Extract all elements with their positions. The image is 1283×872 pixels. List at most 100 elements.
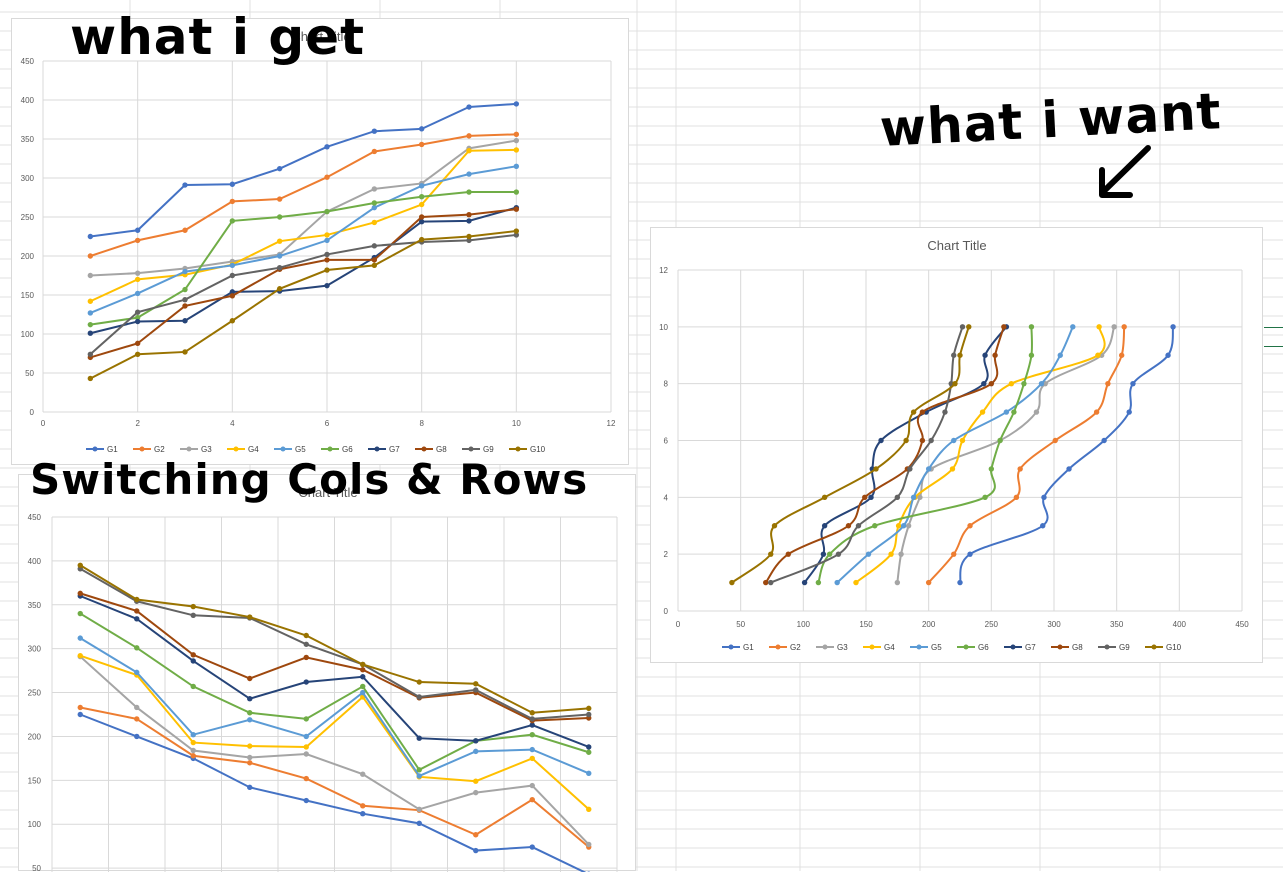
data-point xyxy=(473,848,478,853)
y-tick-label: 400 xyxy=(21,96,35,105)
data-point-G1 xyxy=(277,166,282,171)
data-point-G3 xyxy=(1034,409,1039,414)
data-point xyxy=(586,706,591,711)
data-point-G1 xyxy=(466,104,471,109)
data-point-G8 xyxy=(989,381,994,386)
data-point-G10 xyxy=(514,228,519,233)
data-point-G9 xyxy=(951,353,956,358)
annotation-what-i-get: what i get xyxy=(70,8,365,66)
data-point-G1 xyxy=(1066,466,1071,471)
data-point-G9 xyxy=(928,438,933,443)
legend-label: G6 xyxy=(978,643,989,652)
data-point xyxy=(304,776,309,781)
data-point-G1 xyxy=(1040,523,1045,528)
x-tick-label: 0 xyxy=(41,419,46,428)
data-point xyxy=(134,608,139,613)
data-point-G10 xyxy=(768,551,773,556)
data-point-G3 xyxy=(88,273,93,278)
data-point-G6 xyxy=(1029,353,1034,358)
data-point-G2 xyxy=(88,253,93,258)
data-point-G10 xyxy=(772,523,777,528)
legend-label: G3 xyxy=(837,643,848,652)
data-point xyxy=(304,716,309,721)
data-point xyxy=(530,747,535,752)
data-point-G7 xyxy=(466,218,471,223)
data-point xyxy=(191,748,196,753)
data-point xyxy=(78,705,83,710)
data-point-G6 xyxy=(997,438,1002,443)
data-point-G2 xyxy=(951,551,956,556)
data-point-G5 xyxy=(419,183,424,188)
data-point-G5 xyxy=(951,438,956,443)
data-point-G2 xyxy=(277,196,282,201)
data-point-G8 xyxy=(372,257,377,262)
data-point xyxy=(473,832,478,837)
series-curve-G7 xyxy=(805,327,1007,583)
y-tick-label: 6 xyxy=(664,437,669,446)
y-tick-label: 400 xyxy=(28,557,42,566)
y-tick-label: 350 xyxy=(28,601,42,610)
data-point xyxy=(134,705,139,710)
data-point-G6 xyxy=(230,218,235,223)
data-point-G6 xyxy=(1021,381,1026,386)
data-point-G1 xyxy=(182,182,187,187)
data-point-G2 xyxy=(466,133,471,138)
legend-marker xyxy=(964,645,969,650)
data-point-G4 xyxy=(277,238,282,243)
legend-label: G4 xyxy=(884,643,895,652)
data-point xyxy=(247,760,252,765)
data-point-G10 xyxy=(182,349,187,354)
data-point xyxy=(530,797,535,802)
data-point xyxy=(191,658,196,663)
data-point-G8 xyxy=(514,207,519,212)
data-point xyxy=(530,716,535,721)
data-point-G10 xyxy=(911,409,916,414)
data-point xyxy=(417,694,422,699)
arrow-icon xyxy=(1090,140,1160,210)
data-point-G6 xyxy=(1029,324,1034,329)
series-curve-G8 xyxy=(766,327,1004,583)
data-point xyxy=(247,743,252,748)
data-point xyxy=(360,771,365,776)
y-tick-label: 150 xyxy=(21,291,35,300)
data-point-G1 xyxy=(1041,495,1046,500)
legend-label: G2 xyxy=(154,445,165,454)
series-line-G10 xyxy=(90,231,516,378)
data-point-G10 xyxy=(903,438,908,443)
data-point-G5 xyxy=(277,253,282,258)
data-point-G9 xyxy=(960,324,965,329)
data-point-G1 xyxy=(967,551,972,556)
legend-marker xyxy=(1011,645,1016,650)
data-point-G1 xyxy=(372,129,377,134)
data-point xyxy=(78,611,83,616)
data-point-G2 xyxy=(135,238,140,243)
data-point-G10 xyxy=(135,352,140,357)
data-point-G9 xyxy=(88,352,93,357)
data-point xyxy=(417,807,422,812)
data-point-G6 xyxy=(816,580,821,585)
data-point-G9 xyxy=(856,523,861,528)
data-point-G1 xyxy=(324,144,329,149)
data-point xyxy=(304,798,309,803)
data-point-G9 xyxy=(942,409,947,414)
x-tick-label: 0 xyxy=(676,620,681,629)
y-tick-label: 50 xyxy=(25,369,34,378)
y-tick-label: 100 xyxy=(28,820,42,829)
data-point-G7 xyxy=(182,318,187,323)
data-point xyxy=(304,633,309,638)
data-point-G7 xyxy=(878,438,883,443)
data-point-G10 xyxy=(966,324,971,329)
legend-label: G2 xyxy=(790,643,801,652)
data-point-G8 xyxy=(992,353,997,358)
x-tick-label: 8 xyxy=(419,419,424,428)
x-tick-label: 200 xyxy=(922,620,936,629)
data-point xyxy=(191,732,196,737)
series-curve-G9 xyxy=(771,327,963,583)
data-point xyxy=(586,842,591,847)
data-point-G1 xyxy=(1130,381,1135,386)
x-tick-label: 4 xyxy=(230,419,235,428)
data-point-G9 xyxy=(182,297,187,302)
